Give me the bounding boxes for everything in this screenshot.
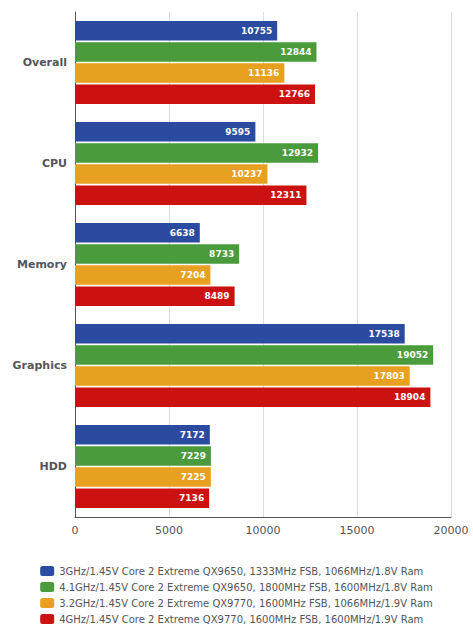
svg-text:7229: 7229	[181, 451, 206, 461]
svg-text:0: 0	[72, 524, 79, 537]
svg-text:8733: 8733	[209, 249, 234, 259]
svg-text:Overall: Overall	[23, 56, 67, 69]
svg-text:4GHz/1.45V Core 2 Extreme QX97: 4GHz/1.45V Core 2 Extreme QX9770, 1600MH…	[59, 614, 423, 625]
svg-text:6638: 6638	[170, 228, 195, 238]
svg-text:7204: 7204	[180, 270, 205, 280]
svg-text:CPU: CPU	[42, 157, 67, 170]
svg-text:10755: 10755	[241, 26, 272, 36]
svg-text:HDD: HDD	[40, 460, 67, 473]
svg-text:Graphics: Graphics	[13, 359, 68, 372]
svg-text:3GHz/1.45V Core 2 Extreme QX96: 3GHz/1.45V Core 2 Extreme QX9650, 1333MH…	[59, 566, 423, 577]
svg-text:Memory: Memory	[17, 258, 67, 271]
svg-text:20000: 20000	[434, 524, 469, 537]
svg-text:5000: 5000	[155, 524, 183, 537]
svg-text:17538: 17538	[368, 329, 399, 339]
svg-text:4.1GHz/1.45V Core 2 Extreme QX: 4.1GHz/1.45V Core 2 Extreme QX9650, 1800…	[59, 582, 433, 593]
svg-text:17803: 17803	[373, 371, 404, 381]
svg-text:19052: 19052	[397, 350, 428, 360]
svg-text:12932: 12932	[282, 148, 313, 158]
svg-text:9595: 9595	[225, 127, 250, 137]
svg-text:8489: 8489	[205, 291, 230, 301]
svg-text:10237: 10237	[231, 169, 262, 179]
svg-text:7225: 7225	[181, 472, 206, 482]
svg-text:12844: 12844	[280, 47, 311, 57]
svg-text:18904: 18904	[394, 392, 425, 402]
svg-text:3.2GHz/1.45V Core 2 Extreme QX: 3.2GHz/1.45V Core 2 Extreme QX9770, 1600…	[59, 598, 433, 609]
svg-text:12766: 12766	[279, 89, 310, 99]
svg-text:15000: 15000	[340, 524, 375, 537]
svg-text:10000: 10000	[246, 524, 281, 537]
svg-text:7172: 7172	[180, 430, 205, 440]
svg-text:7136: 7136	[179, 493, 204, 503]
svg-text:11136: 11136	[248, 68, 279, 78]
svg-text:12311: 12311	[270, 190, 301, 200]
